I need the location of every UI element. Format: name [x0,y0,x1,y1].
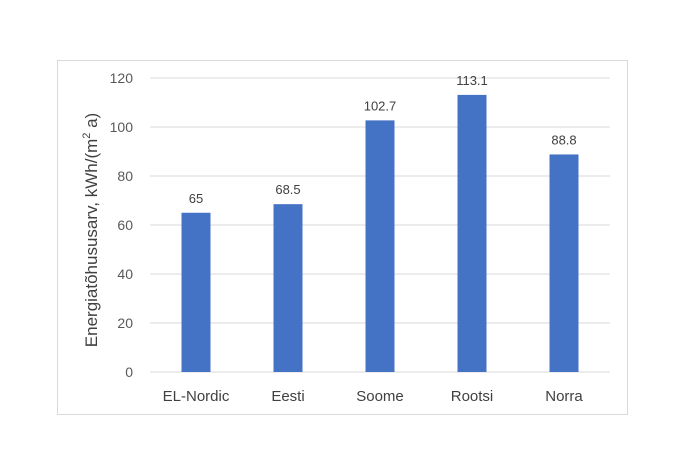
y-tick-label: 0 [125,364,133,380]
category-label: EL-Nordic [163,388,230,405]
data-labels: 65 68.5 102.7 113.1 88.8 [189,73,577,206]
y-axis-label-sup: 2 [81,133,93,139]
category-label: Eesti [271,388,304,405]
bar-norra [549,154,579,372]
category-labels: EL-Nordic Eesti Soome Rootsi Norra [163,388,584,405]
bar-eesti [273,204,303,372]
y-tick-label: 100 [110,119,134,135]
data-label: 113.1 [456,73,488,88]
data-label: 68.5 [275,182,300,197]
y-tick-label: 60 [117,217,133,233]
chart-frame [57,60,628,415]
category-label: Soome [356,388,404,405]
bar-soome [365,120,395,372]
bar-el-nordic [181,212,211,372]
data-label: 102.7 [364,98,397,113]
bar-rootsi [457,94,487,372]
category-label: Rootsi [451,388,494,405]
y-axis-label: Energiatõhususarv, kWh/(m2 a) [81,113,101,347]
data-label: 65 [189,191,203,206]
y-tick-label: 40 [117,266,133,282]
y-tick-label: 120 [110,70,134,86]
data-label: 88.8 [551,132,576,147]
category-label: Norra [545,388,583,405]
y-tick-label: 80 [117,168,133,184]
y-tick-label: 20 [117,315,133,331]
bars [181,94,579,372]
y-axis-label-tail: a) [82,113,101,133]
y-tick-labels: 0 20 40 60 80 100 120 [110,70,134,380]
y-axis-label-main: Energiatõhususarv, kWh/(m [82,139,101,347]
